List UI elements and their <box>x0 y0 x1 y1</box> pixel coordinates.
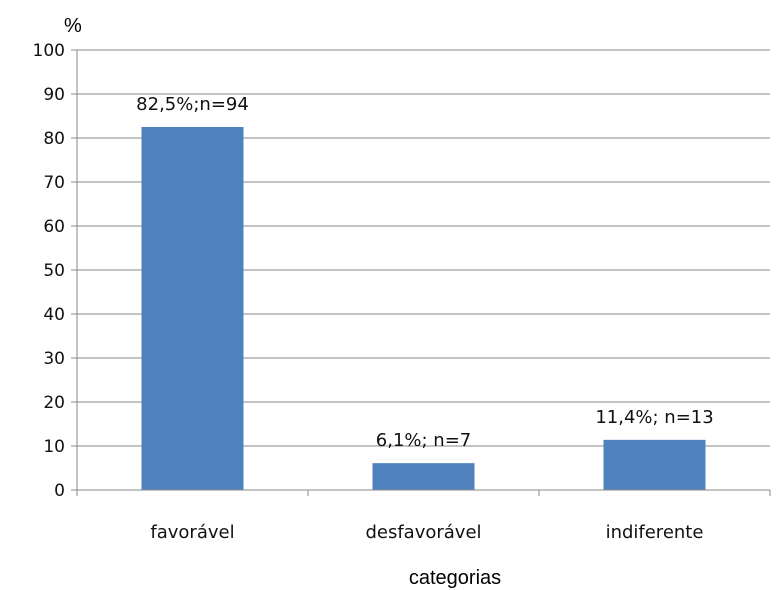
data-labels: 82,5%;n=94 6,1%; n=7 11,4%; n=13 <box>136 94 714 451</box>
y-tick-label: 100 <box>33 41 65 61</box>
y-axis-ticks: 0 10 20 30 40 50 60 70 80 90 100 <box>33 41 77 501</box>
x-category-label: indiferente <box>606 522 704 543</box>
bar <box>372 463 475 490</box>
x-axis-categories: favorável desfavorável indiferente <box>150 522 703 543</box>
y-tick-label: 10 <box>43 437 65 457</box>
y-tick-label: 90 <box>43 85 65 105</box>
bar <box>603 439 706 490</box>
y-axis-title: % <box>64 15 82 37</box>
data-label: 6,1%; n=7 <box>376 430 471 451</box>
y-tick-label: 60 <box>43 217 65 237</box>
y-tick-label: 0 <box>54 481 65 501</box>
y-tick-label: 80 <box>43 129 65 149</box>
y-tick-label: 20 <box>43 393 65 413</box>
bars <box>141 127 706 490</box>
y-tick-label: 30 <box>43 349 65 369</box>
data-label: 11,4%; n=13 <box>595 407 713 428</box>
y-tick-label: 50 <box>43 261 65 281</box>
data-label: 82,5%;n=94 <box>136 94 249 115</box>
y-tick-label: 70 <box>43 173 65 193</box>
x-axis-title: categorias <box>409 567 501 589</box>
x-category-label: desfavorável <box>365 522 481 543</box>
x-category-label: favorável <box>150 522 234 543</box>
axes <box>76 50 771 496</box>
bar <box>141 127 244 490</box>
y-tick-label: 40 <box>43 305 65 325</box>
